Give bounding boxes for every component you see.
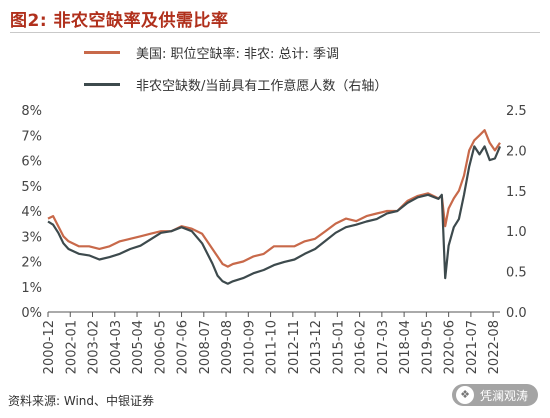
x-tick-label: 2003-02 xyxy=(87,320,102,374)
figure-title: 图2: 非农空缺率及供需比率 xyxy=(10,11,229,31)
y-left-tick-label: 1% xyxy=(21,281,42,296)
y-right-tick-label: 1.5 xyxy=(506,185,527,200)
y-left-tick-label: 0% xyxy=(21,306,42,321)
wechat-icon: ❖ xyxy=(456,386,474,404)
y-left-tick-label: 4% xyxy=(21,205,42,220)
legend-item-ratio: 非农空缺数/当前具有工作意愿人数（右轴） xyxy=(84,74,387,94)
x-tick-label: 2016-02 xyxy=(354,320,369,374)
x-tick-label: 2007-06 xyxy=(176,320,191,374)
series-line-ratio xyxy=(47,145,502,285)
x-tick-label: 2018-04 xyxy=(398,320,413,374)
x-tick-label: 2000-12 xyxy=(42,320,57,374)
legend-label-openings-rate: 美国: 职位空缺率: 非农: 总计: 季调 xyxy=(136,46,340,62)
y-right-tick-label: 1.0 xyxy=(506,225,527,240)
y-left-tick-label: 6% xyxy=(21,155,42,170)
x-tick-label: 2009-08 xyxy=(220,320,235,374)
y-left-tick-label: 3% xyxy=(21,230,42,245)
x-tick-label: 2019-05 xyxy=(420,320,435,374)
x-tick-label: 2006-05 xyxy=(153,320,168,374)
y-right-tick-label: 0.0 xyxy=(506,306,527,321)
y-right-tick-label: 2.5 xyxy=(506,104,527,119)
y-left-tick-label: 5% xyxy=(21,180,42,195)
legend-swatch-ratio xyxy=(84,82,120,86)
y-left-tick-label: 2% xyxy=(21,256,42,271)
x-tick-label: 2021-07 xyxy=(465,320,480,374)
y-right-tick-label: 2.0 xyxy=(506,144,527,159)
x-tick-label: 2011-10 xyxy=(265,320,280,374)
x-tick-label: 2015-01 xyxy=(331,320,346,374)
x-tick-label: 2008-07 xyxy=(198,320,213,374)
watermark-badge: ❖ 凭澜观涛 xyxy=(452,384,539,406)
y-left-tick-label: 8% xyxy=(21,104,42,119)
legend-label-ratio: 非农空缺数/当前具有工作意愿人数（右轴） xyxy=(136,78,388,94)
x-tick-label: 2005-04 xyxy=(131,320,146,374)
x-tick-label: 2012-11 xyxy=(287,320,302,374)
x-tick-label: 2013-12 xyxy=(309,320,324,374)
x-tick-label: 2004-03 xyxy=(109,320,124,374)
watermark-text: 凭澜观涛 xyxy=(480,388,529,403)
y-right-tick-label: 0.5 xyxy=(506,266,527,281)
x-tick-label: 2002-01 xyxy=(64,320,79,374)
y-left-tick-label: 7% xyxy=(21,129,42,144)
x-tick-label: 2020-06 xyxy=(443,320,458,374)
series-line-openings-rate xyxy=(47,129,501,268)
x-tick-label: 2010-09 xyxy=(242,320,257,374)
title-divider xyxy=(10,32,540,33)
legend-item-openings-rate: 美国: 职位空缺率: 非农: 总计: 季调 xyxy=(84,42,339,62)
source-note: 资料来源: Wind、中银证券 xyxy=(8,394,155,408)
x-tick-label: 2017-03 xyxy=(376,320,391,374)
legend-swatch-openings-rate xyxy=(84,50,120,54)
x-tick-label: 2022-08 xyxy=(487,320,502,374)
